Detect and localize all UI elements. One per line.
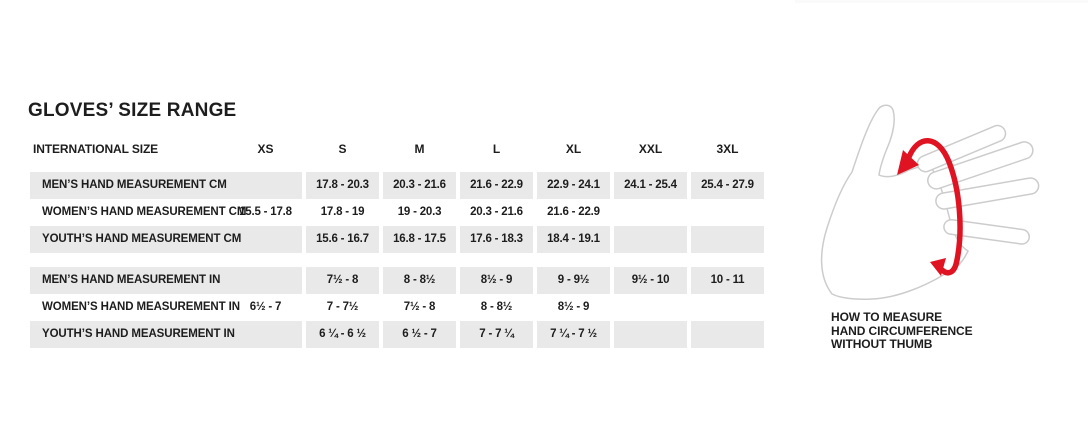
top-edge-strip (795, 0, 1088, 3)
size-cell: 6 ¼ - 6 ½ (306, 321, 379, 348)
size-cell: 10 - 11 (691, 267, 764, 294)
size-cell: 20.3 - 21.6 (470, 206, 523, 218)
row-label-background (30, 267, 302, 294)
international-size-label: INTERNATIONAL SIZE (33, 142, 159, 156)
size-cell: 8 - 8½ (480, 301, 513, 313)
size-cell: 21.6 - 22.9 (547, 206, 600, 218)
column-header-3xl: 3XL (716, 142, 739, 156)
size-cell: 17.6 - 18.3 (460, 226, 533, 253)
size-cell: 20.3 - 21.6 (383, 172, 456, 199)
size-cell: 16.8 - 17.5 (383, 226, 456, 253)
row-label: YOUTH’S HAND MEASUREMENT IN (42, 328, 235, 340)
size-cell: 7 - 7 ¼ (460, 321, 533, 348)
measure-caption: HOW TO MEASURE HAND CIRCUMFERENCE WITHOU… (831, 310, 973, 352)
row-label: YOUTH’S HAND MEASUREMENT CM (42, 233, 242, 245)
hand-outline-icon (820, 104, 1040, 300)
column-header-s: S (338, 142, 347, 156)
row-label-background (30, 172, 302, 199)
caption-line: HAND CIRCUMFERENCE (831, 323, 973, 338)
size-cell: 8 - 8½ (383, 267, 456, 294)
row-label-background (30, 226, 302, 253)
size-cell: 19 - 20.3 (397, 206, 442, 218)
size-cell: 18.4 - 19.1 (537, 226, 610, 253)
column-header-xxl: XXL (638, 142, 663, 156)
table-row-youths-cm: YOUTH’S HAND MEASUREMENT CM 15.6 - 16.7 … (30, 226, 770, 253)
size-cell-empty (614, 321, 687, 348)
table-row-mens-cm: MEN’S HAND MEASUREMENT CM 17.8 - 20.3 20… (30, 172, 770, 199)
table-row-womens-cm: WOMEN’S HAND MEASUREMENT CM 15.5 - 17.8 … (30, 199, 770, 226)
size-cell: 7½ - 8 (403, 301, 436, 313)
size-cell: 24.1 - 25.4 (614, 172, 687, 199)
size-cell-empty (614, 226, 687, 253)
size-cell: 21.6 - 22.9 (460, 172, 533, 199)
column-header-xs: XS (257, 142, 274, 156)
size-cell: 7 ¼ - 7 ½ (537, 321, 610, 348)
size-cell: 7½ - 8 (306, 267, 379, 294)
row-label: WOMEN’S HAND MEASUREMENT CM (42, 206, 247, 218)
caption-line: WITHOUT THUMB (831, 337, 933, 351)
size-cell-empty (691, 226, 764, 253)
size-cell: 15.5 - 17.8 (239, 206, 292, 218)
size-cell: 7 - 7½ (326, 301, 359, 313)
size-cell: 17.8 - 20.3 (306, 172, 379, 199)
row-label: MEN’S HAND MEASUREMENT CM (42, 179, 227, 191)
size-cell: 8½ - 9 (460, 267, 533, 294)
table-row-womens-in: WOMEN’S HAND MEASUREMENT IN 6½ - 7 7 - 7… (30, 294, 770, 321)
page-title: GLOVES’ SIZE RANGE (28, 100, 237, 121)
column-header-l: L (492, 142, 501, 156)
table-row-youths-in: YOUTH’S HAND MEASUREMENT IN 6 ¼ - 6 ½ 6 … (30, 321, 770, 348)
row-label: WOMEN’S HAND MEASUREMENT IN (42, 301, 240, 313)
size-cell: 15.6 - 16.7 (306, 226, 379, 253)
size-cell: 17.8 - 19 (320, 206, 365, 218)
size-cell: 9 - 9½ (537, 267, 610, 294)
row-label-background (30, 321, 302, 348)
size-cell: 9½ - 10 (614, 267, 687, 294)
caption-line: HOW TO MEASURE (831, 310, 943, 324)
hand-circumference-illustration (810, 78, 1080, 308)
size-cell: 25.4 - 27.9 (691, 172, 764, 199)
table-row-mens-in: MEN’S HAND MEASUREMENT IN 7½ - 8 8 - 8½ … (30, 267, 770, 294)
column-header-xl: XL (565, 142, 582, 156)
size-cell: 6 ½ - 7 (383, 321, 456, 348)
size-cell-empty (691, 321, 764, 348)
size-cell: 6½ - 7 (249, 301, 282, 313)
size-cell: 22.9 - 24.1 (537, 172, 610, 199)
circumference-arrow-icon (897, 138, 963, 276)
column-header-m: M (414, 142, 425, 156)
row-label: MEN’S HAND MEASUREMENT IN (42, 274, 221, 286)
size-cell: 8½ - 9 (557, 301, 590, 313)
table-header-row: INTERNATIONAL SIZE XS S M L XL XXL 3XL (30, 140, 770, 158)
